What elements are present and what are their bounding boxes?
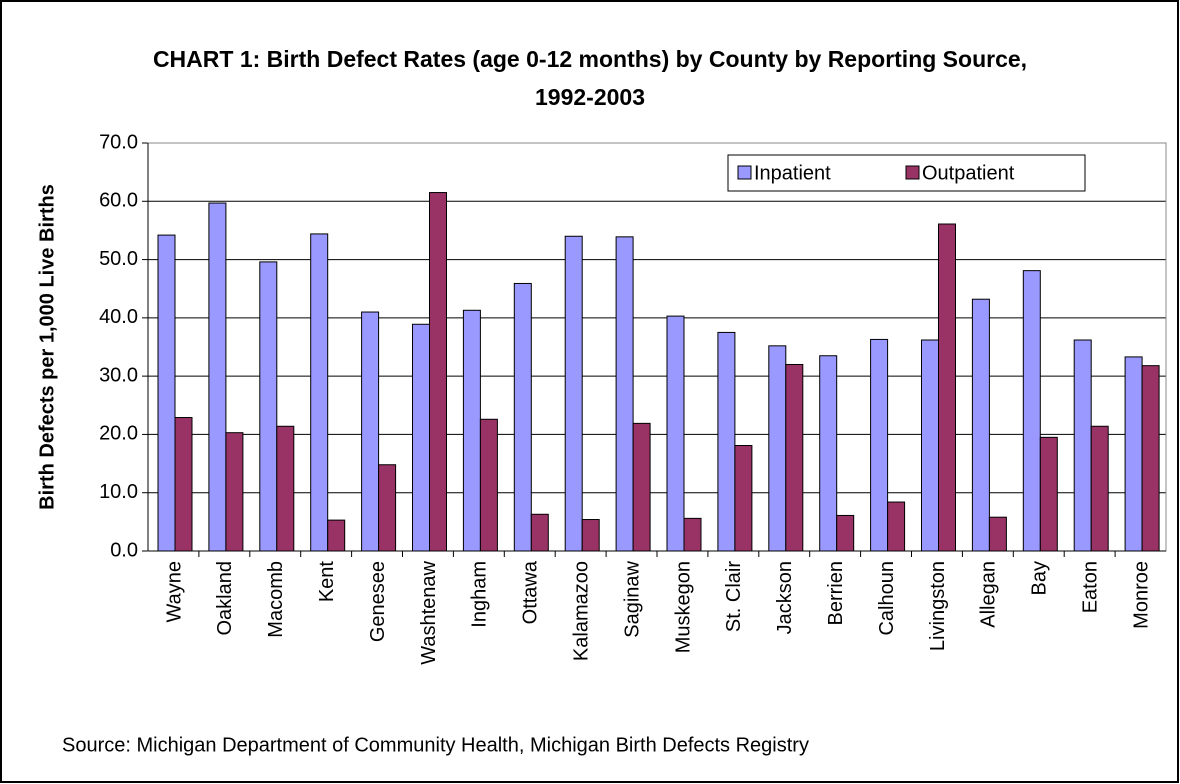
bar (836, 514, 855, 552)
bar (632, 422, 651, 552)
bar (564, 235, 583, 552)
y-tick-label: 20.0 (99, 423, 138, 445)
x-tick-label: Eaton (1079, 561, 1101, 613)
x-tick-label: Saginaw (621, 560, 643, 637)
bar (479, 418, 498, 552)
x-tick-label: Berrien (825, 561, 847, 625)
y-tick-label: 30.0 (99, 364, 138, 386)
legend-label: Outpatient (922, 162, 1015, 184)
bar (327, 519, 346, 552)
bar (717, 331, 736, 552)
y-tick-label: 10.0 (99, 481, 138, 503)
bar (887, 501, 906, 552)
bar (988, 516, 1007, 552)
bar (666, 315, 685, 552)
y-axis-label: Birth Defects per 1,000 Live Births (36, 184, 58, 510)
bar (208, 202, 227, 552)
bar (581, 519, 600, 552)
bar (513, 282, 532, 552)
x-tick-label: Monroe (1130, 561, 1152, 629)
bar (157, 234, 176, 552)
bar (462, 309, 481, 552)
x-tick-label: Calhoun (876, 561, 898, 636)
bar (174, 417, 193, 552)
bar (276, 425, 295, 552)
x-tick-label: Muskegon (672, 561, 694, 653)
bar (1141, 365, 1160, 552)
bar (378, 464, 397, 552)
x-tick-label: Macomb (265, 561, 287, 638)
bar (615, 236, 634, 552)
y-tick-label: 40.0 (99, 306, 138, 328)
bar (429, 192, 447, 552)
x-tick-label: Bay (1029, 561, 1051, 595)
bar (1090, 425, 1109, 552)
bar (1039, 436, 1058, 552)
bar (412, 323, 430, 552)
x-tick-label: Oakland (214, 561, 236, 636)
x-tick-label: Allegan (978, 561, 1000, 628)
x-tick-label: Ottawa (520, 560, 542, 624)
x-tick-label: Ingham (469, 561, 491, 628)
legend-label: Inpatient (754, 162, 831, 184)
y-tick-label: 0.0 (110, 539, 138, 561)
legend-box (727, 154, 1086, 192)
y-tick-label: 60.0 (99, 190, 138, 212)
x-tick-label: Kent (316, 561, 338, 603)
source-note: Source: Michigan Department of Community… (62, 734, 809, 756)
bar (1022, 270, 1041, 552)
x-tick-label: Wayne (163, 561, 185, 623)
x-tick-label: Livingston (927, 561, 949, 651)
bar (361, 311, 380, 552)
bar (1124, 356, 1143, 552)
bar (768, 345, 787, 552)
bar (921, 339, 939, 552)
bar (683, 517, 702, 552)
x-tick-label: Washtenaw (418, 560, 440, 664)
bar (971, 298, 990, 552)
bar (734, 445, 753, 552)
bar (530, 513, 549, 552)
legend-swatch (737, 165, 752, 180)
bar (938, 223, 956, 552)
x-tick-label: Genesee (367, 561, 389, 642)
x-tick-label: St. Clair (723, 561, 745, 632)
bar (819, 355, 838, 552)
plot-area (148, 143, 1166, 551)
legend-swatch (905, 165, 920, 180)
x-tick-label: Jackson (774, 561, 796, 634)
x-tick-label: Kalamazoo (570, 561, 592, 661)
bar (259, 261, 278, 552)
bar (1073, 339, 1092, 552)
y-tick-label: 70.0 (99, 131, 138, 153)
y-tick-label: 50.0 (99, 248, 138, 270)
bar (870, 338, 889, 552)
chart-title: CHART 1: Birth Defect Rates (age 0-12 mo… (152, 46, 1028, 110)
bar (310, 233, 329, 552)
bar (785, 363, 804, 552)
bar (225, 432, 244, 552)
